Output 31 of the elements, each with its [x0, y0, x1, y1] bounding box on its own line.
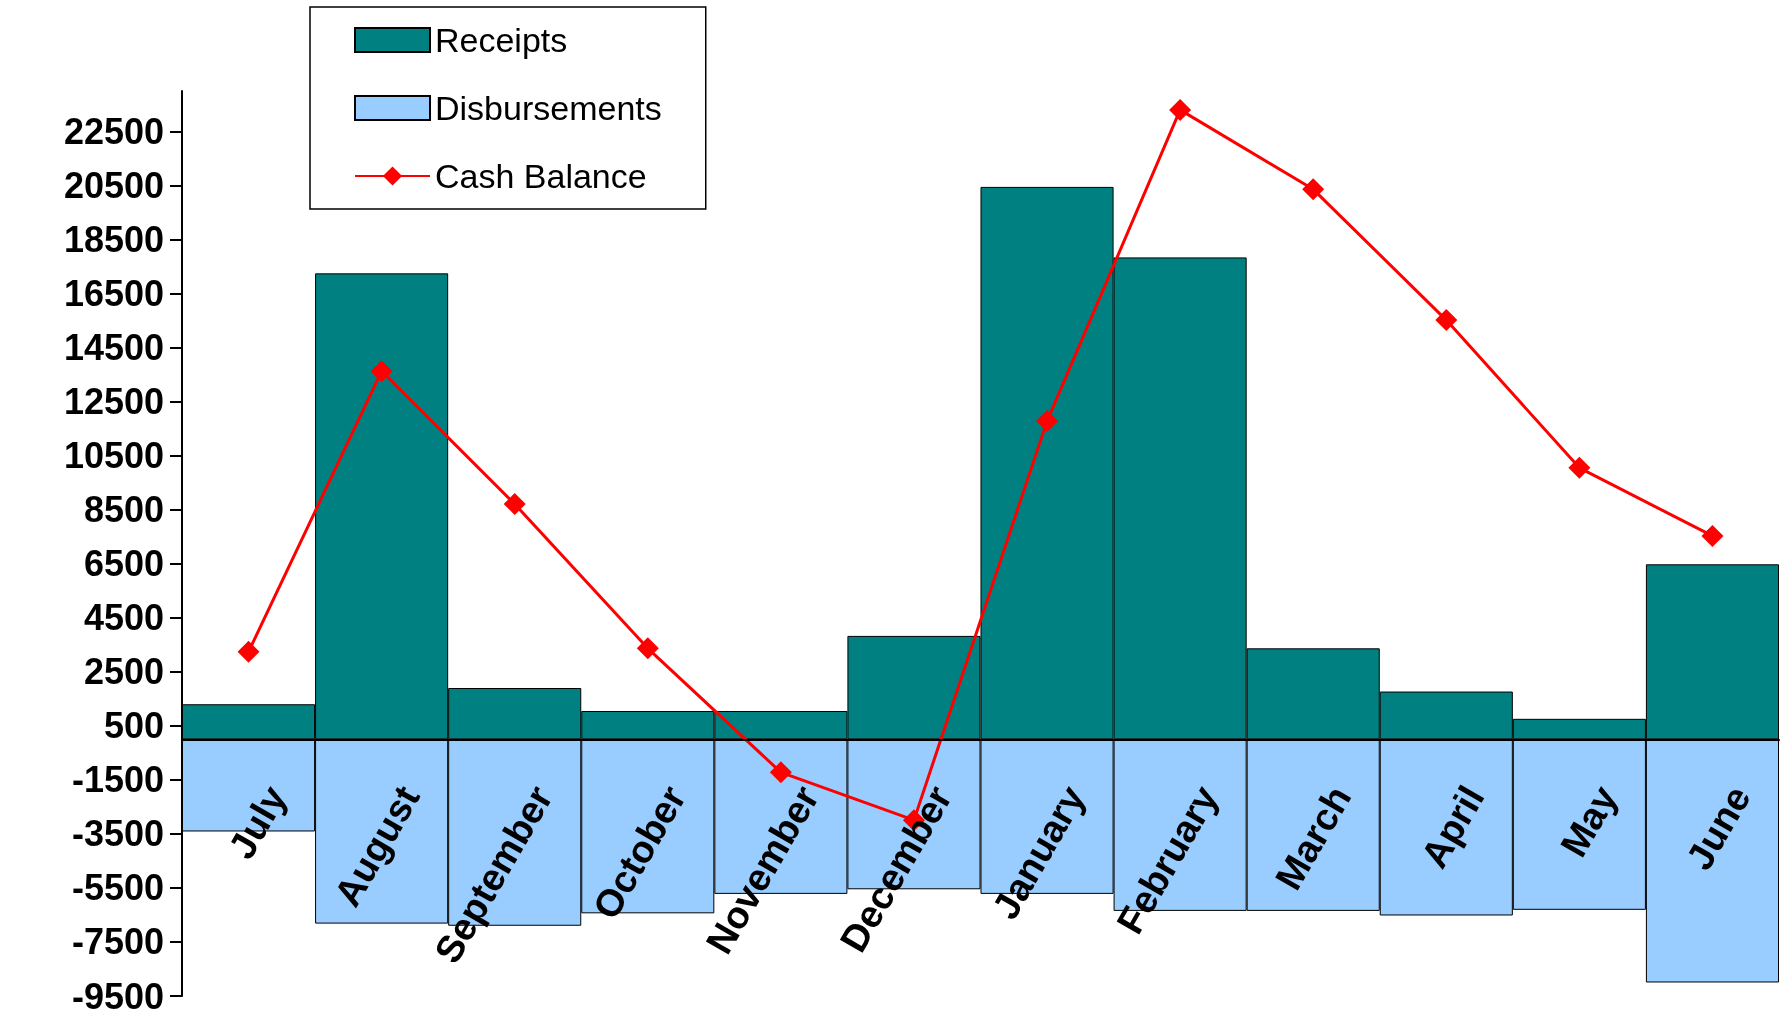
y-tick-label: 16500: [63, 273, 164, 315]
y-tick-label: -3500: [71, 813, 164, 855]
point: [237, 640, 260, 663]
y-tick-label: 500: [103, 705, 164, 747]
point: [1169, 98, 1192, 121]
y-tick-label: -7500: [71, 921, 164, 963]
point: [769, 761, 792, 784]
point: [636, 637, 659, 660]
point: [503, 493, 526, 516]
point: [1302, 178, 1325, 201]
y-tick-label: -9500: [71, 975, 164, 1017]
point: [1036, 410, 1059, 433]
y-tick-label: 18500: [63, 219, 164, 261]
y-tick-label: 6500: [83, 543, 164, 585]
point: [1435, 309, 1458, 332]
y-tick-label: 4500: [83, 597, 164, 639]
y-tick-label: -1500: [71, 759, 164, 801]
point: [1568, 456, 1591, 479]
y-tick-label: 12500: [63, 381, 164, 423]
y-tick-label: 8500: [83, 489, 164, 531]
legend-label: Cash Balance: [435, 157, 647, 195]
y-tick-label: 22500: [63, 111, 164, 153]
legend-label: Receipts: [435, 21, 568, 59]
point: [370, 360, 393, 383]
y-tick-label: 14500: [63, 327, 164, 369]
y-tick-label: 10500: [63, 435, 164, 477]
point: [1701, 524, 1724, 547]
y-tick-label: -5500: [71, 867, 164, 909]
y-tick-label: 20500: [63, 165, 164, 207]
y-tick-label: 2500: [83, 651, 164, 693]
legend-label: Disbursements: [435, 89, 662, 127]
